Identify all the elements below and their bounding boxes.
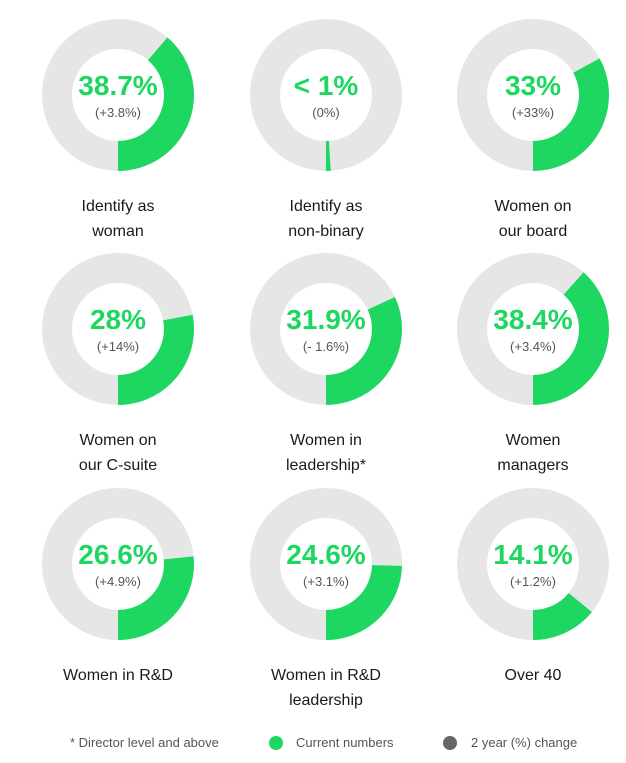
donut-slice-current (457, 253, 609, 405)
donut-value: 38.4% (493, 304, 573, 335)
donut-chart (457, 19, 609, 171)
donut-change: (- 1.6%) (302, 339, 350, 354)
donut-value: < 1% (293, 70, 359, 101)
donut-label: Identify as non-binary (236, 194, 416, 244)
donut-chart (42, 19, 194, 171)
donut-label-line: managers (497, 457, 569, 474)
donut-chart (250, 19, 402, 171)
donut-change: (+14%) (96, 339, 140, 354)
donut-change: (+3.1%) (303, 574, 349, 589)
donut-label: Women in R&D leadership (236, 663, 416, 713)
donut-label-line: Women in R&D (271, 667, 381, 684)
donut-chart (42, 253, 194, 405)
donut-value: 38.7% (78, 70, 158, 101)
donut-label: Women on our C-suite (28, 428, 208, 478)
donut-slice-current (250, 253, 402, 405)
donut-label: Identify as woman (28, 194, 208, 244)
donut-cell: < 1% (0%) Identify as non-binary (236, 18, 416, 244)
donut-label-line: Women in R&D (63, 667, 173, 684)
donut-value: 33% (504, 70, 562, 101)
donut-change: (+3.8%) (95, 105, 141, 120)
donut-slice-current (250, 19, 402, 171)
donut-cell: 24.6% (+3.1%) Women in R&D leadership (236, 487, 416, 713)
donut-cell: 33% (+33%) Women on our board (443, 18, 623, 244)
legend: * Director level and above Current numbe… (0, 733, 626, 753)
donut-cell: 38.4% (+3.4%) Women managers (443, 252, 623, 478)
donut-label-line: Women on (494, 198, 572, 215)
donut-cell: 31.9% (- 1.6%) Women in leadership* (236, 252, 416, 478)
donut-label-line: Identify as (81, 198, 155, 215)
donut-cell: 38.7% (+3.8%) Identify as woman (28, 18, 208, 244)
donut-cell: 14.1% (+1.2%) Over 40 (443, 487, 623, 688)
donut-label-line: Women in (290, 432, 362, 449)
donut-label-line: non-binary (288, 223, 364, 240)
donut-label: Women managers (443, 428, 623, 478)
donut-label-line: Over 40 (504, 667, 562, 684)
legend-current-dot (269, 736, 283, 750)
donut-label-line: Women (505, 432, 561, 449)
donut-value: 31.9% (286, 304, 366, 335)
donut-change: (+3.4%) (510, 339, 556, 354)
donut-label-line: leadership (289, 692, 363, 709)
legend-footnote: * Director level and above (70, 735, 219, 750)
legend-change-dot (443, 736, 457, 750)
donut-label-line: Identify as (289, 198, 363, 215)
donut-label: Women in leadership* (236, 428, 416, 478)
donut-label-line: leadership* (285, 457, 367, 474)
donut-label: Women on our board (443, 194, 623, 244)
donut-label-line: Women on (79, 432, 157, 449)
donut-label-line: our board (498, 223, 568, 240)
donut-chart (250, 488, 402, 640)
donut-slice-current (250, 488, 402, 640)
donut-chart (250, 253, 402, 405)
donut-chart (457, 253, 609, 405)
donut-change: (+4.9%) (95, 574, 141, 589)
legend-change-label: 2 year (%) change (471, 735, 578, 750)
legend-current-label: Current numbers (296, 735, 394, 750)
donut-change: (+33%) (511, 105, 555, 120)
donut-slice-current (457, 488, 609, 640)
donut-label-line: woman (92, 223, 144, 240)
donut-chart (457, 488, 609, 640)
donut-slice-current (457, 19, 609, 171)
donut-value: 14.1% (493, 539, 573, 570)
donut-value: 28% (89, 304, 147, 335)
donut-chart (42, 488, 194, 640)
donut-label-line: our C-suite (78, 457, 158, 474)
donut-value: 24.6% (286, 539, 366, 570)
donut-slice-current (42, 488, 194, 640)
donut-slice-current (42, 253, 194, 405)
donut-change: (0%) (312, 105, 340, 120)
donut-slice-current (42, 19, 194, 171)
donut-value: 26.6% (78, 539, 158, 570)
donut-change: (+1.2%) (510, 574, 556, 589)
donut-label: Women in R&D (28, 663, 208, 688)
donut-label: Over 40 (443, 663, 623, 688)
donut-cell: 26.6% (+4.9%) Women in R&D (28, 487, 208, 688)
donut-cell: 28% (+14%) Women on our C-suite (28, 252, 208, 478)
